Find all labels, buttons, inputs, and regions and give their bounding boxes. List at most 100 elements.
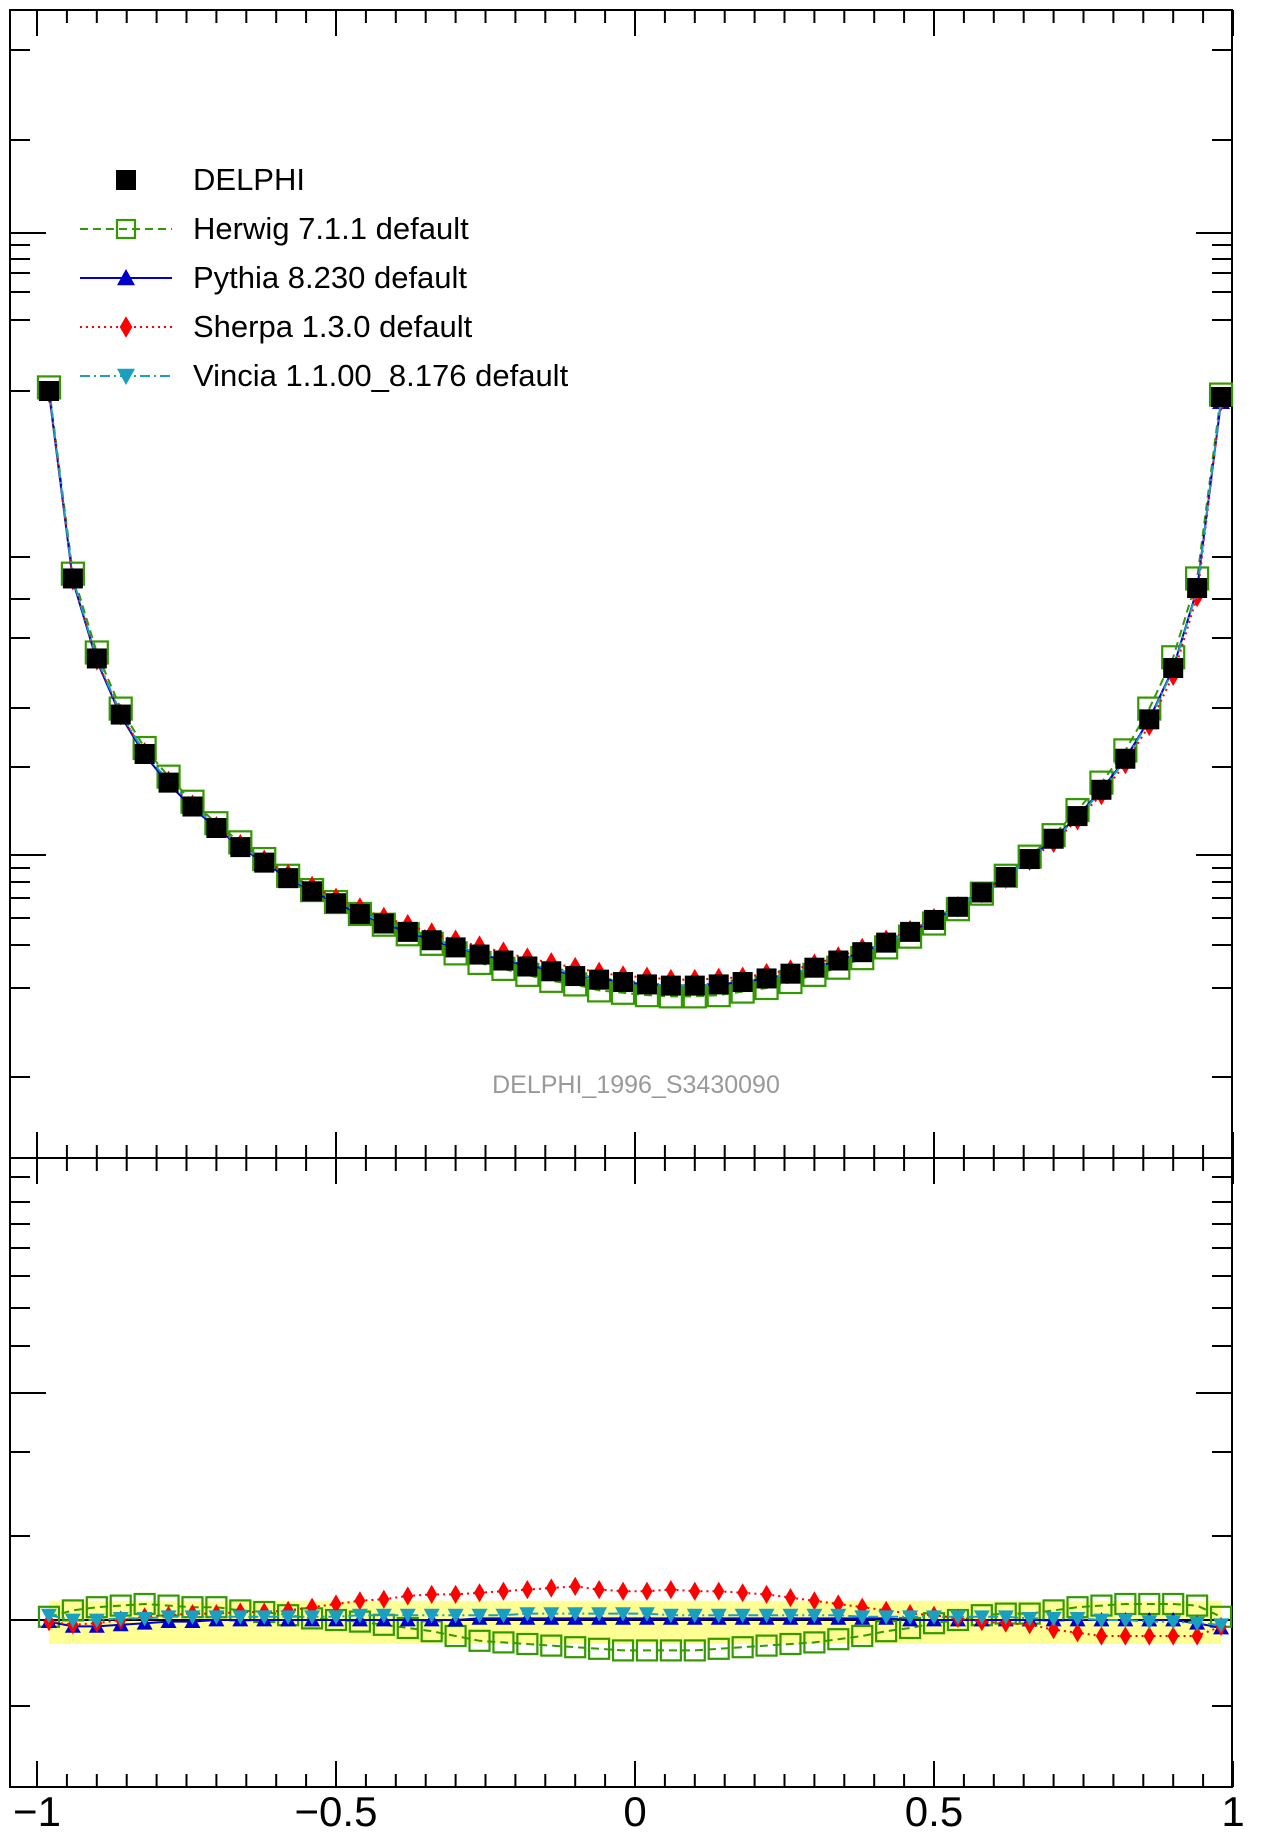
main-point xyxy=(206,818,227,839)
ratio-point xyxy=(516,1632,539,1656)
ratio-point xyxy=(232,1610,249,1625)
ratio-point xyxy=(734,1608,751,1624)
main-ticks xyxy=(10,10,1234,1158)
ratio-point xyxy=(782,1608,799,1624)
ratio-point xyxy=(851,1624,874,1648)
ratio-point xyxy=(1167,1626,1179,1646)
main-point xyxy=(1139,709,1160,730)
ratio-point xyxy=(1021,1612,1038,1627)
ratio-point xyxy=(611,1639,635,1662)
ratio-point xyxy=(1069,1612,1086,1627)
main-point xyxy=(828,950,849,971)
ratio-point xyxy=(1213,1618,1230,1633)
main-point xyxy=(995,866,1016,887)
legend-entry: DELPHI xyxy=(116,162,305,197)
ratio-point xyxy=(330,1594,342,1614)
ratio-point xyxy=(160,1610,177,1625)
ratio-point xyxy=(707,1637,730,1660)
main-point xyxy=(660,975,681,996)
ratio-point xyxy=(1117,1613,1134,1628)
ratio-point xyxy=(569,1576,581,1596)
main-point xyxy=(110,704,131,725)
legend-label: DELPHI xyxy=(193,162,305,197)
ratio-point xyxy=(665,1580,677,1600)
ratio-point xyxy=(375,1608,392,1624)
ratio-point xyxy=(473,1583,486,1603)
legend-label: Sherpa 1.3.0 default xyxy=(193,309,473,344)
ratio-point xyxy=(495,1608,512,1624)
ratio-point xyxy=(758,1608,775,1624)
ratio-point xyxy=(617,1581,629,1601)
main-point xyxy=(708,974,729,995)
legend-marker xyxy=(117,269,135,286)
x-tick-label: −0.5 xyxy=(295,1788,378,1829)
main-point xyxy=(230,837,251,858)
ratio-point xyxy=(64,1613,81,1628)
ratio-point xyxy=(1189,1616,1206,1632)
ratio-band-area xyxy=(48,1600,1222,1644)
ratio-point xyxy=(280,1610,297,1625)
ratio-point xyxy=(808,1591,820,1611)
main-point xyxy=(1067,806,1088,827)
ratio-point xyxy=(593,1580,605,1600)
ratio-point xyxy=(136,1612,153,1627)
main-point xyxy=(1163,658,1184,679)
ratio-point xyxy=(521,1580,533,1600)
ratio-series-line xyxy=(48,1585,1222,1637)
ratio-point xyxy=(949,1610,966,1625)
main-point xyxy=(900,921,921,942)
ratio-uncertainty-band xyxy=(48,1600,1222,1644)
ratio-point xyxy=(806,1608,823,1624)
ratio-point xyxy=(492,1631,515,1654)
ratio-series xyxy=(37,1576,1233,1662)
main-point xyxy=(349,903,370,924)
ratio-point xyxy=(184,1610,201,1625)
main-point xyxy=(517,956,538,977)
ratio-point xyxy=(328,1610,344,1625)
main-point xyxy=(62,568,83,589)
main-point xyxy=(421,930,442,951)
main-point xyxy=(397,921,418,942)
ratio-point xyxy=(88,1613,105,1628)
ratio-point xyxy=(256,1610,273,1625)
main-panel: DELPHI_1996_S3430090 DELPHI Herwig 7.1.1 … xyxy=(9,9,1234,1159)
legend-entry: Sherpa 1.3.0 default xyxy=(80,309,473,344)
ratio-point xyxy=(351,1608,368,1624)
main-point xyxy=(924,909,944,930)
main-point xyxy=(134,743,155,764)
ratio-point xyxy=(662,1608,679,1624)
x-tick-label: −1 xyxy=(13,1788,61,1829)
ratio-point xyxy=(760,1584,773,1604)
main-point xyxy=(947,896,968,917)
main-point xyxy=(86,648,107,669)
legend-entry: Herwig 7.1.1 default xyxy=(80,211,469,246)
ratio-point xyxy=(779,1632,802,1656)
main-point xyxy=(182,796,203,817)
ratio-point xyxy=(638,1607,655,1622)
legend-entry: Vincia 1.1.00_8.176 default xyxy=(80,358,569,393)
main-point xyxy=(1043,828,1064,849)
ratio-point xyxy=(926,1610,942,1625)
x-tick-labels: −1 −0.5 0 0.5 1 xyxy=(13,1788,1245,1834)
ratio-point xyxy=(683,1639,706,1662)
ratio-point xyxy=(803,1631,826,1654)
main-point xyxy=(1019,849,1040,870)
main-point xyxy=(565,966,586,987)
main-point xyxy=(158,772,179,793)
ratio-point xyxy=(447,1608,464,1624)
ratio-point xyxy=(878,1610,895,1625)
x-tick-label: 1 xyxy=(1221,1788,1244,1829)
ratio-point xyxy=(686,1608,703,1624)
main-series xyxy=(36,375,1234,1009)
main-series-line xyxy=(47,392,1223,987)
analysis-annotation: DELPHI_1996_S3430090 xyxy=(492,1071,780,1099)
main-point xyxy=(1211,386,1232,407)
main-point xyxy=(541,961,562,982)
x-tick-label: 0.5 xyxy=(905,1788,963,1829)
main-point xyxy=(971,882,992,903)
legend-label: Vincia 1.1.00_8.176 default xyxy=(193,358,569,393)
ratio-point xyxy=(304,1610,321,1625)
ratio-point xyxy=(737,1583,749,1603)
